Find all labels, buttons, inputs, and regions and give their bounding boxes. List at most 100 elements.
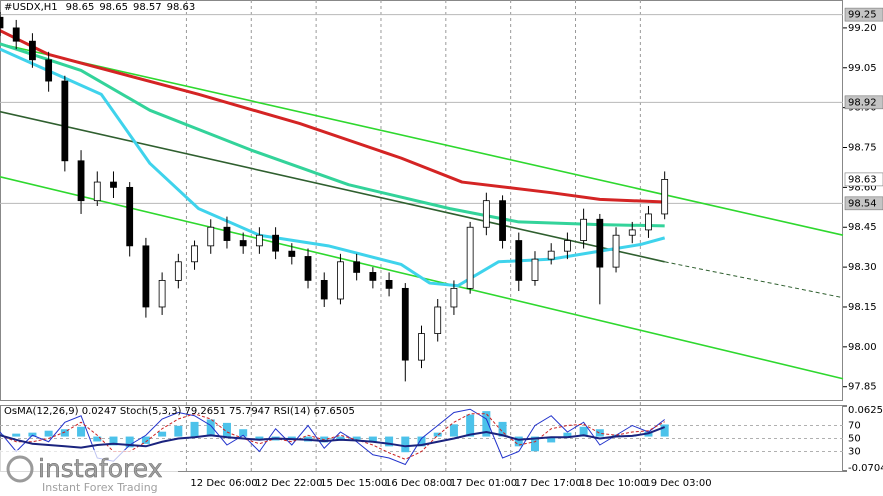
osma-bar	[190, 421, 199, 437]
y-tick-label: 97.85	[848, 382, 877, 393]
candle-body	[418, 333, 425, 361]
candle-body	[158, 279, 166, 308]
candle-body	[337, 261, 344, 300]
x-tick-label: 18 Dec 10:00	[580, 478, 647, 489]
osma-bar	[417, 436, 426, 447]
osma-bar	[44, 430, 53, 437]
candle-body	[304, 256, 312, 281]
y-tick-label: 99.20	[848, 23, 877, 34]
y-tick-label: 98.00	[848, 342, 877, 353]
candle-body	[93, 181, 101, 202]
candle-body	[142, 245, 150, 308]
candle-body	[0, 16, 4, 29]
osma-bar	[401, 436, 410, 453]
candle-body	[12, 27, 20, 42]
osma-bar	[239, 429, 248, 437]
candle-body	[369, 272, 377, 281]
candle-body	[77, 160, 85, 202]
y-tick-label: 98.60	[848, 182, 877, 193]
osma-bar	[660, 424, 669, 437]
level-label-box	[844, 7, 883, 22]
y-tick-label: 0.0625	[848, 405, 883, 416]
y2-tick-label: 30	[848, 447, 861, 458]
x-tick-label: 19 Dec 03:00	[644, 478, 711, 489]
candle-body	[207, 226, 215, 247]
ohlc-value: 98.65	[99, 2, 128, 13]
candle-body	[450, 287, 458, 308]
moving-average	[0, 42, 665, 228]
trend-line	[0, 110, 665, 263]
osma-bar	[385, 436, 394, 447]
osma-bar	[109, 436, 118, 446]
osma-bar	[498, 421, 507, 437]
y-tick-label: 98.30	[848, 262, 877, 273]
x-tick-label: 12 Dec 06:00	[190, 478, 257, 489]
candle-body	[401, 287, 409, 361]
chart-title: #USDX,H1	[4, 2, 58, 13]
x-tick-label: 17 Dec 17:00	[515, 478, 582, 489]
candle-body	[482, 200, 490, 228]
y2-tick-label: 50	[848, 434, 861, 445]
candle-body	[531, 258, 539, 281]
candle-body	[320, 279, 328, 300]
oscillator-line	[0, 426, 666, 449]
x-tick-label: 16 Dec 08:00	[385, 478, 452, 489]
candle-body	[61, 80, 69, 162]
candle-body	[580, 218, 588, 241]
candle-body	[45, 59, 53, 82]
ohlc-value: 98.65	[66, 2, 95, 13]
candle-body	[596, 218, 604, 268]
main-panel-frame	[0, 0, 843, 401]
osma-bar	[563, 432, 572, 437]
osma-bar	[174, 425, 183, 437]
candle-body	[288, 250, 296, 257]
candle-body	[110, 181, 117, 188]
logo-backdrop	[0, 450, 178, 496]
osma-bar	[287, 436, 296, 440]
osma-bar	[352, 436, 361, 440]
osma-bar	[60, 429, 69, 437]
candle-body	[466, 226, 474, 289]
candle-body	[174, 261, 182, 281]
candle-body	[29, 40, 36, 61]
osma-bar	[433, 432, 442, 437]
candle-body	[547, 250, 555, 260]
osma-bar	[547, 436, 556, 443]
level-label-box	[844, 196, 883, 211]
candle-body	[385, 279, 393, 289]
x-tick-label: 12 Dec 22:00	[255, 478, 322, 489]
indicator-title: OsMA(12,26,9) 0.0247 Stoch(5,3,3) 79.265…	[4, 406, 355, 417]
level-label: 98.92	[848, 97, 877, 108]
y-tick-label: 98.45	[848, 222, 877, 233]
level-label: 98.63	[848, 174, 877, 185]
candle-body	[515, 240, 523, 281]
osma-bar	[255, 436, 264, 440]
osma-bar	[336, 436, 345, 441]
y-tick-label: 99.05	[848, 63, 877, 74]
osma-bar	[28, 432, 37, 437]
osma-bar	[482, 411, 491, 437]
level-label-box	[844, 172, 883, 187]
x-tick-label: 15 Dec 15:00	[320, 478, 387, 489]
candle-body	[645, 213, 652, 231]
moving-average	[0, 29, 665, 204]
oscillator-line	[0, 413, 665, 460]
candle-body	[191, 245, 198, 263]
candle-body	[272, 234, 279, 252]
candle-body	[564, 240, 571, 252]
y-tick-label: 98.75	[848, 143, 877, 154]
candle-body	[628, 229, 636, 236]
candle-body	[661, 179, 669, 215]
osma-bar	[579, 426, 588, 437]
y-tick-label: 98.15	[848, 302, 877, 313]
level-label: 98.54	[848, 198, 877, 209]
logo-icon	[6, 455, 34, 483]
osma-bar	[466, 414, 475, 437]
ohlc-value: 98.57	[133, 2, 162, 13]
osma-bar	[12, 433, 21, 437]
ohlc-value: 98.63	[167, 2, 196, 13]
osma-bar	[222, 422, 231, 437]
osma-bar	[449, 424, 458, 437]
y-tick-label: -0.0704	[848, 463, 883, 474]
